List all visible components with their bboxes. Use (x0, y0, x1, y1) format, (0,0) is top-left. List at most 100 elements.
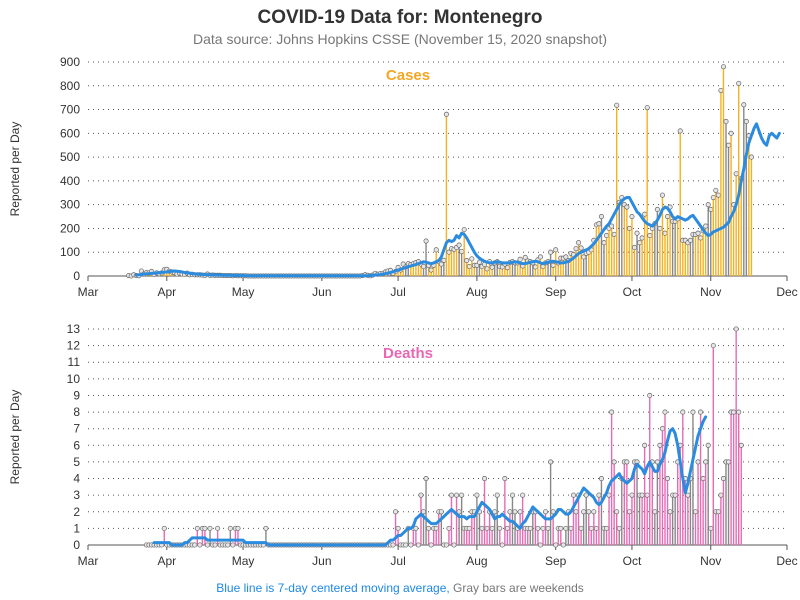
cases-bar (425, 241, 427, 276)
deaths-bar (646, 495, 648, 545)
cases-bar (651, 228, 653, 276)
y-axis-label: Reported per Day (8, 122, 22, 217)
cases-bar (692, 234, 694, 276)
deaths-bar (463, 528, 465, 545)
cases-bar (745, 121, 748, 276)
cases-bar (671, 221, 674, 276)
y-tick-label: 400 (60, 174, 80, 188)
cases-bar (712, 197, 714, 276)
deaths-point (225, 542, 231, 548)
deaths-point (509, 492, 516, 498)
deaths-bar (605, 528, 608, 545)
deaths-point (568, 525, 574, 531)
deaths-bar (641, 495, 643, 545)
x-tick-label: Sep (545, 554, 567, 568)
cases-panel-label: Cases (386, 67, 430, 84)
deaths-point (474, 492, 480, 498)
cases-point (695, 230, 701, 236)
cases-bar (405, 266, 407, 276)
deaths-point (204, 542, 211, 548)
cases-bar (557, 262, 559, 276)
deaths-bar (631, 495, 633, 545)
cases-point (644, 105, 650, 111)
cases-bar (669, 207, 671, 276)
cases-bar (661, 195, 664, 276)
y-tick-label: 700 (60, 103, 80, 117)
cases-point (433, 247, 439, 253)
cases-point (576, 240, 582, 246)
deaths-point (481, 475, 488, 482)
deaths-bar (684, 478, 687, 545)
deaths-bar (656, 461, 659, 545)
deaths-bar (738, 412, 740, 545)
deaths-point (718, 492, 724, 498)
deaths-bar (735, 329, 737, 545)
cases-bar (608, 228, 610, 276)
cases-bar (476, 265, 478, 276)
cases-bar (453, 249, 455, 276)
deaths-bar (613, 461, 615, 545)
cases-point (715, 192, 721, 198)
cases-point (736, 80, 742, 86)
cases-bar (440, 264, 443, 276)
cases-bar (738, 83, 740, 277)
deaths-point (418, 492, 424, 498)
cases-bar (590, 249, 592, 276)
deaths-point (499, 542, 505, 548)
deaths-point (639, 492, 645, 498)
deaths-bar (527, 528, 529, 545)
cases-bar (732, 204, 735, 276)
y-tick-label: 0 (73, 269, 80, 283)
deaths-bar (506, 528, 509, 545)
y-tick-label: 10 (67, 372, 81, 386)
chart-subtitle: Data source: Johns Hopkins CSSE (Novembe… (193, 31, 607, 47)
cases-point (603, 233, 610, 239)
deaths-point (644, 492, 650, 498)
cases-bar (438, 261, 440, 276)
cases-point (443, 111, 449, 117)
deaths-point (535, 525, 541, 531)
y-tick-label: 0 (73, 538, 80, 552)
cases-bar (585, 253, 587, 276)
y-tick-label: 3 (73, 488, 80, 502)
cases-point (614, 102, 620, 108)
deaths-bar (552, 511, 554, 545)
deaths-bar (651, 461, 653, 545)
x-tick-label: Oct (623, 554, 642, 568)
deaths-point (448, 492, 455, 498)
deaths-point (700, 475, 706, 482)
cases-bar (483, 264, 486, 276)
cases-bar (603, 242, 605, 276)
deaths-point (413, 525, 419, 531)
cases-bar (674, 221, 676, 276)
cases-bar (646, 107, 648, 277)
y-tick-label: 4 (73, 472, 80, 486)
deaths-bar (727, 461, 730, 545)
cases-bar (727, 145, 730, 276)
deaths-point (603, 525, 610, 531)
deaths-point (725, 459, 732, 465)
deaths-point (548, 459, 554, 465)
cases-bar (684, 240, 687, 276)
deaths-bar (570, 528, 572, 545)
cases-point (598, 214, 605, 220)
deaths-point (426, 525, 432, 531)
deaths-point (695, 459, 701, 465)
cases-bar (677, 218, 679, 276)
cases-bar (643, 214, 646, 276)
cases-bar (488, 261, 491, 276)
deaths-bar (715, 511, 717, 545)
cases-point (662, 230, 668, 236)
deaths-bar (626, 461, 628, 545)
cases-bar (534, 266, 537, 276)
cases-point (459, 248, 465, 255)
cases-moving-average-line (134, 122, 781, 278)
deaths-bar (557, 528, 559, 545)
deaths-point (614, 509, 620, 515)
cases-bar (542, 266, 544, 276)
cases-point (517, 256, 523, 262)
cases-bar (567, 260, 570, 276)
cases-bar (687, 242, 689, 276)
cases-point (710, 194, 716, 201)
y-tick-label: 100 (60, 245, 80, 259)
